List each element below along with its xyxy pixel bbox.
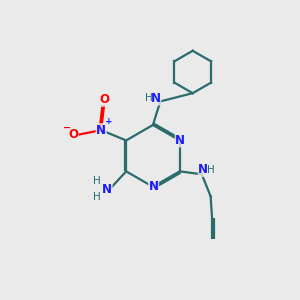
Text: N: N [151,92,161,105]
Text: H: H [207,165,214,175]
Text: H: H [93,192,101,202]
Text: N: N [96,124,106,136]
Text: N: N [148,180,158,193]
Text: +: + [105,117,113,126]
Text: H: H [93,176,101,186]
Text: N: N [198,164,208,176]
Text: O: O [99,93,109,106]
Text: O: O [68,128,78,141]
Text: N: N [175,134,185,147]
Text: −: − [63,123,71,133]
Text: H: H [145,94,153,103]
Text: N: N [102,182,112,196]
